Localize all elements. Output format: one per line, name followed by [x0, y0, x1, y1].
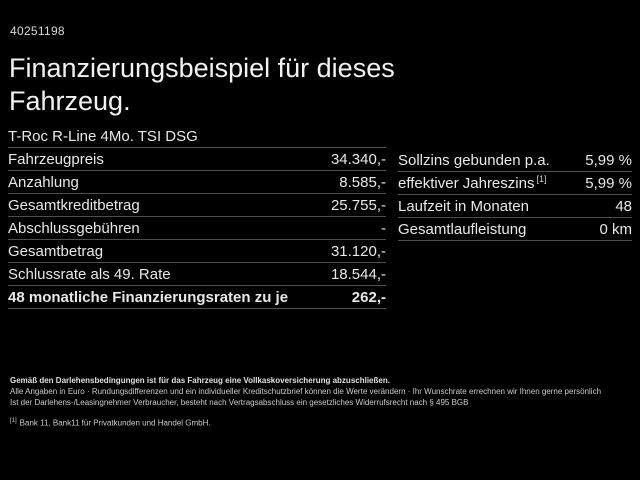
- legal-footer: Gemäß den Darlehensbedingungen ist für d…: [10, 375, 634, 429]
- row-value: 262,-: [351, 288, 386, 306]
- row-value: 34.340,-: [330, 150, 386, 168]
- row-value: 31.120,-: [330, 242, 386, 260]
- vehicle-model-subtitle: T-Roc R-Line 4Mo. TSI DSG: [8, 126, 386, 148]
- row-label: Abschlussgebühren: [8, 219, 140, 237]
- row-value: 5,99 %: [585, 174, 632, 192]
- row-label: Gesamtkreditbetrag: [8, 196, 140, 214]
- table-row-schlussrate: Schlussrate als 49. Rate 18.544,-: [8, 263, 386, 286]
- table-row-abschlussgebuehren: Abschlussgebühren -: [8, 217, 386, 240]
- row-label: Gesamtlaufleistung: [398, 220, 527, 238]
- row-value: 18.544,-: [330, 265, 386, 283]
- row-value: 48: [615, 197, 632, 215]
- page-title: Finanzierungsbeispiel für dieses Fahrzeu…: [9, 53, 395, 116]
- row-value: -: [381, 219, 386, 237]
- table-row-fahrzeugpreis: Fahrzeugpreis 34.340,-: [8, 148, 386, 171]
- row-label: Laufzeit in Monaten: [398, 197, 529, 215]
- row-label: effektiver Jahreszins [1]: [398, 174, 547, 192]
- footnote-text: Bank 11, Bank11 für Privatkunden und Han…: [19, 418, 211, 428]
- table-row-gesamtkreditbetrag: Gesamtkreditbetrag 25.755,-: [8, 194, 386, 217]
- footnote-marker: [1]: [10, 418, 17, 424]
- financing-table-right: Sollzins gebunden p.a. 5,99 % effektiver…: [398, 149, 632, 241]
- vehicle-model-label: T-Roc R-Line 4Mo. TSI DSG: [8, 128, 198, 145]
- vehicle-id: 40251198: [10, 24, 65, 38]
- row-label: Schlussrate als 49. Rate: [8, 265, 171, 283]
- footer-insurance-note: Gemäß den Darlehensbedingungen ist für d…: [10, 376, 390, 385]
- table-row-laufzeit: Laufzeit in Monaten 48: [398, 195, 632, 218]
- table-row-effektiver-jahreszins: effektiver Jahreszins [1] 5,99 %: [398, 172, 632, 195]
- table-row-gesamtlaufleistung: Gesamtlaufleistung 0 km: [398, 218, 632, 241]
- footer-withdrawal-line: Ist der Darlehens-/Leasingnehmer Verbrau…: [10, 398, 469, 407]
- row-label: Fahrzeugpreis: [8, 150, 104, 168]
- row-value: 25.755,-: [330, 196, 386, 214]
- table-row-anzahlung: Anzahlung 8.585,-: [8, 171, 386, 194]
- footer-bank-footnote: [1] Bank 11, Bank11 für Privatkunden und …: [10, 416, 634, 429]
- table-row-monthly-rate: 48 monatliche Finanzierungsraten zu je 2…: [8, 286, 386, 309]
- table-row-gesamtbetrag: Gesamtbetrag 31.120,-: [8, 240, 386, 263]
- row-label: Gesamtbetrag: [8, 242, 104, 260]
- row-label: 48 monatliche Finanzierungsraten zu je: [8, 288, 289, 306]
- financing-table-left: T-Roc R-Line 4Mo. TSI DSG Fahrzeugpreis …: [8, 126, 386, 309]
- row-value: 5,99 %: [585, 151, 632, 169]
- table-row-sollzins: Sollzins gebunden p.a. 5,99 %: [398, 149, 632, 172]
- row-label: Sollzins gebunden p.a.: [398, 151, 550, 169]
- row-value: 8.585,-: [339, 173, 386, 191]
- row-value: 0 km: [599, 220, 632, 238]
- footnote-marker: [1]: [536, 174, 547, 184]
- footer-disclaimer-line: Alle Angaben in Euro · Rundungsdifferenz…: [10, 387, 602, 396]
- row-label: Anzahlung: [8, 173, 79, 191]
